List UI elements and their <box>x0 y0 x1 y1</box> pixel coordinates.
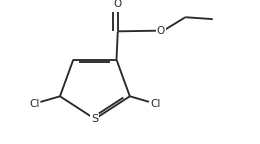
Text: Cl: Cl <box>29 99 39 109</box>
Text: O: O <box>157 26 165 36</box>
Text: Cl: Cl <box>151 99 161 109</box>
Text: O: O <box>114 0 122 9</box>
Text: S: S <box>91 114 99 124</box>
